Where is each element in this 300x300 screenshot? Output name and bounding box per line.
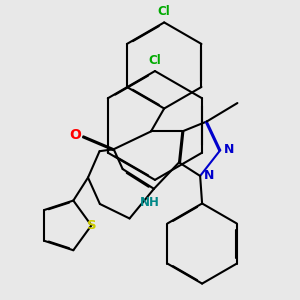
Text: NH: NH [140, 196, 159, 209]
Text: Cl: Cl [158, 5, 171, 18]
Text: S: S [87, 219, 96, 232]
Text: O: O [69, 128, 81, 142]
Text: N: N [224, 143, 234, 156]
Text: Cl: Cl [148, 54, 161, 67]
Text: N: N [204, 169, 214, 182]
